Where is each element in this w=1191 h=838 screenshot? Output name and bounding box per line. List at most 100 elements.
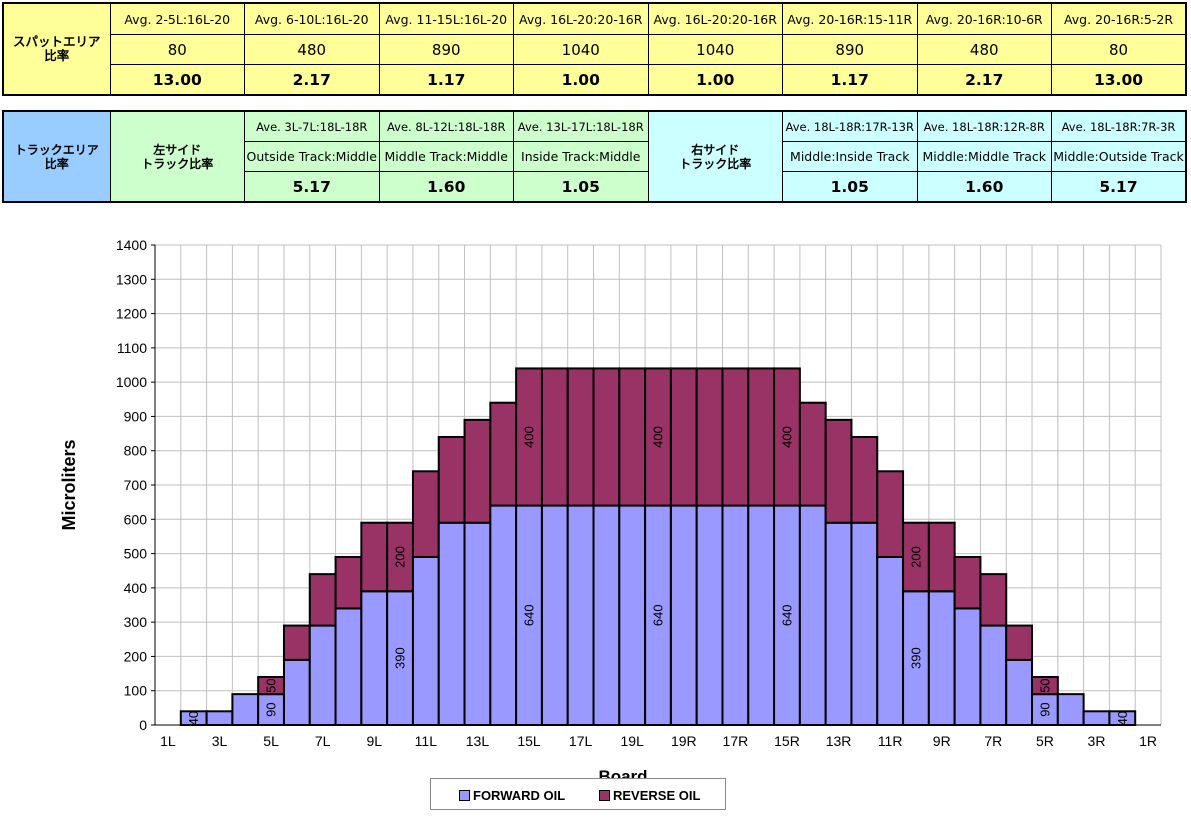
x-tick-label: 5R — [1036, 733, 1054, 749]
x-tick-label: 9R — [933, 733, 951, 749]
bar-data-label: 90 — [264, 702, 279, 716]
spot-value-cell: 80 — [1051, 34, 1187, 65]
spot-header-cell: Avg. 20-16R:5-2R — [1051, 2, 1187, 35]
x-tick-label: 11L — [415, 733, 438, 749]
y-tick-label: 0 — [139, 717, 147, 733]
bar-forward-oil — [463, 521, 492, 727]
spot-header-cell: Avg. 20-16R:15-11R — [782, 2, 918, 35]
bar-reverse-oil — [721, 367, 750, 507]
track-area-row-header: トラックエリア 比率 — [2, 110, 111, 203]
spot-header-cell: Avg. 16L-20:20-16R — [513, 2, 649, 35]
track-area-ratio-label: 比率 — [44, 156, 69, 171]
right-header-cell: Ave. 18L-18R:7R-3R — [1051, 110, 1187, 142]
x-tick-label: 9L — [366, 733, 382, 749]
bar-reverse-oil — [798, 401, 827, 507]
spot-ratio-cell: 1.00 — [647, 64, 783, 96]
x-tick-label: 5L — [263, 733, 279, 749]
bar-forward-oil — [927, 590, 956, 726]
spot-value-cell: 480 — [916, 34, 1052, 65]
bar-reverse-oil — [850, 436, 879, 524]
bar-forward-oil — [437, 521, 466, 727]
y-tick-label: 800 — [124, 443, 148, 459]
spot-header-cell: Avg. 11-15L:16L-20 — [378, 2, 514, 35]
bar-data-label: 390 — [393, 647, 408, 669]
legend-item-reverse: REVERSE OIL — [599, 788, 700, 803]
x-tick-label: 17R — [723, 733, 749, 749]
chart-legend: FORWARD OIL REVERSE OIL — [430, 778, 726, 810]
spot-ratio-cell: 2.17 — [244, 64, 380, 96]
legend-label-reverse: REVERSE OIL — [613, 788, 701, 803]
bar-data-label: 200 — [908, 546, 923, 568]
bar-reverse-oil — [334, 556, 363, 610]
x-tick-label: 13R — [826, 733, 852, 749]
right-description-cell: Middle:Inside Track — [782, 141, 918, 172]
bar-forward-oil — [411, 556, 440, 726]
track-area-title: トラックエリア — [14, 142, 99, 157]
spot-value-cell: 480 — [244, 34, 380, 65]
right-ratio-cell: 1.05 — [782, 171, 918, 203]
spot-value-cell: 80 — [109, 34, 245, 65]
bar-data-label: 400 — [651, 426, 666, 448]
y-axis-title: Microliters — [59, 439, 79, 530]
bar-reverse-oil — [540, 367, 569, 507]
x-tick-label: 1L — [160, 733, 176, 749]
spot-area-ratio-table: スパットエリア 比率 Avg. 2-5L:16L-20 Avg. 6-10L:1… — [2, 2, 1187, 96]
right-ratio-cell: 1.60 — [916, 171, 1052, 203]
right-description-cell: Middle:Outside Track — [1051, 141, 1187, 172]
right-side-title: 右サイド — [691, 142, 740, 157]
x-tick-label: 3L — [212, 733, 228, 749]
spot-header-cell: Avg. 6-10L:16L-20 — [244, 2, 380, 35]
x-tick-label: 19L — [621, 733, 645, 749]
left-ratio-cell: 1.05 — [513, 171, 649, 203]
bar-data-label: 50 — [1037, 678, 1052, 692]
bar-forward-oil — [747, 504, 776, 727]
x-tick-label: 1R — [1139, 733, 1157, 749]
legend-label-forward: FORWARD OIL — [473, 788, 566, 803]
left-description-cell: Outside Track:Middle — [244, 141, 380, 172]
right-header-cell: Ave. 18L-18R:12R-8R — [916, 110, 1052, 142]
y-tick-label: 600 — [124, 511, 148, 527]
right-ratio-cell: 5.17 — [1051, 171, 1187, 203]
x-tick-label: 13L — [466, 733, 490, 749]
right-header-cell: Ave. 18L-18R:17R-13R — [782, 110, 918, 142]
bar-forward-oil — [850, 521, 879, 727]
y-tick-label: 1100 — [117, 340, 147, 356]
bar-reverse-oil — [747, 367, 776, 507]
right-side-header: 右サイド トラック比率 — [647, 110, 783, 203]
bar-forward-oil — [489, 504, 518, 727]
bar-forward-oil — [773, 504, 801, 727]
y-tick-label: 900 — [124, 408, 148, 424]
bar-forward-oil — [360, 590, 389, 726]
bar-forward-oil — [282, 658, 311, 726]
legend-swatch-reverse — [599, 790, 610, 801]
bar-reverse-oil — [386, 521, 414, 593]
right-description-cell: Middle:Middle Track — [916, 141, 1052, 172]
bar-reverse-oil — [592, 367, 621, 507]
y-tick-label: 700 — [124, 477, 148, 493]
bar-forward-oil — [1056, 693, 1085, 727]
bar-data-label: 200 — [393, 546, 408, 568]
spot-ratio-cell: 13.00 — [1051, 64, 1187, 96]
bar-forward-oil — [566, 504, 595, 727]
bar-data-label: 50 — [264, 678, 279, 692]
bar-data-label: 390 — [908, 647, 923, 669]
x-tick-label: 19R — [671, 733, 697, 749]
bar-reverse-oil — [437, 436, 466, 524]
spot-value-cell: 890 — [378, 34, 514, 65]
bar-forward-oil — [1082, 710, 1111, 726]
bar-data-label: 40 — [1115, 711, 1130, 725]
x-tick-label: 3R — [1088, 733, 1106, 749]
bar-reverse-oil — [515, 367, 543, 507]
bar-forward-oil — [231, 693, 260, 727]
bar-reverse-oil — [902, 521, 930, 593]
bar-forward-oil — [592, 504, 621, 727]
bar-data-label: 400 — [522, 426, 537, 448]
spot-header-cell: Avg. 16L-20:20-16R — [647, 2, 783, 35]
spot-header-cell: Avg. 2-5L:16L-20 — [109, 2, 245, 35]
bar-reverse-oil — [953, 556, 982, 610]
x-tick-label: 11R — [878, 733, 903, 749]
bar-forward-oil — [1005, 658, 1034, 726]
x-tick-label: 15L — [517, 733, 541, 749]
spot-area-ratio-label: 比率 — [44, 48, 70, 63]
